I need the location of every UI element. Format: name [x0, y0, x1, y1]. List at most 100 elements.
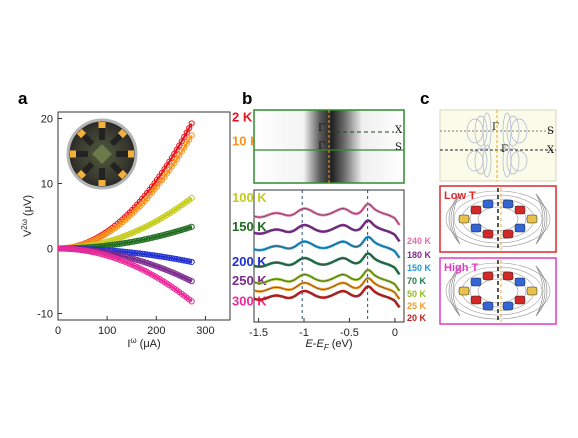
panel-b-letter: b [242, 89, 252, 108]
panel-a-xtick-label: 0 [55, 325, 61, 337]
panel-a-xtick-label: 100 [98, 325, 116, 337]
fs-contour [474, 147, 488, 175]
arpes-x-label: X [395, 125, 403, 136]
data-point [188, 132, 195, 139]
outer-contour [450, 265, 461, 317]
outer-contour [452, 193, 461, 245]
contact-gold [117, 128, 128, 139]
fs-top-frame [439, 109, 557, 182]
data-point [188, 194, 195, 202]
contact-gold [70, 150, 76, 158]
outer-contour [450, 193, 461, 245]
outer-contour [535, 265, 548, 317]
panel-a-ylabel: V2ω (μV) [20, 195, 34, 237]
xlabel-unit: (eV) [329, 338, 353, 350]
series-label: 2 K [232, 109, 253, 124]
edc-fit [253, 253, 400, 275]
series-label: 150 K [232, 219, 267, 234]
edc-fit [253, 236, 400, 259]
panel-b-xlabel: E-EF (eV) [305, 338, 352, 352]
panel-a-xtick-label: 200 [147, 325, 165, 337]
panel-b-series [253, 202, 401, 309]
edc-series-2 [253, 235, 401, 259]
contact-lead [99, 124, 105, 140]
fs-contour [506, 147, 520, 175]
series-label: 200 K [232, 254, 267, 269]
panel-b-xtick-label: -0.5 [340, 327, 359, 339]
edc-fit [253, 286, 400, 308]
data-point [188, 120, 195, 127]
contact-pad [109, 161, 128, 180]
high-t-label: High T [444, 262, 478, 274]
orbital-lobe [470, 205, 482, 215]
orbital-lobe [514, 295, 526, 305]
panel-a-series-6 [58, 245, 195, 305]
orbital-lobe [470, 277, 482, 287]
device-sample [92, 144, 112, 164]
panel-a-ytick-label: 10 [41, 179, 53, 191]
series-label: 300 K [232, 293, 267, 308]
outer-contour [452, 265, 461, 317]
xlabel-e2: E [316, 338, 324, 350]
fs-contour [466, 118, 484, 144]
fs-top-x: X [547, 145, 555, 156]
edc-fit [253, 220, 400, 242]
orbital-lobe [502, 199, 514, 209]
orbital-lobe [458, 214, 470, 224]
orbital-lobe [526, 214, 538, 224]
edc-label: 25 K [407, 301, 427, 311]
series-label: 100 K [232, 190, 267, 205]
panel-b-xtick-label: -1 [299, 327, 309, 339]
edc-series-5 [253, 276, 401, 300]
panel-a-ytick-label: -10 [37, 309, 53, 321]
contact-pad [98, 168, 106, 186]
contact-gold [117, 169, 128, 180]
contact-gold [98, 180, 106, 186]
low-t-orbitals [445, 188, 551, 250]
high-t-orbitals [445, 260, 551, 322]
panel-b-ticks: -1.5 -1 -0.5 0 [249, 318, 398, 339]
panel-c-letter: c [420, 89, 429, 108]
panel-b-guides [301, 190, 369, 322]
low-t-label: Low T [444, 190, 476, 202]
panel-a-ylabel-text: V2ω (μV) [20, 195, 34, 237]
panel-a-series [58, 120, 195, 305]
contact-gold [98, 122, 106, 128]
ylabel-sup: 2ω [20, 219, 29, 230]
panel-b-xtick-label: 0 [392, 327, 398, 339]
edc-series-6 [253, 285, 401, 309]
edc-fit [253, 203, 400, 226]
series-label: 10 K [232, 133, 260, 148]
contact-gold [76, 128, 87, 139]
orbital-lobe [482, 271, 494, 281]
orbital-lobe [482, 301, 494, 311]
contact-gold [76, 169, 87, 180]
fermi-surface-top: Γ Γ X S [439, 109, 557, 182]
contact-gold [128, 150, 134, 158]
contact-pad [98, 122, 106, 140]
ylabel-base: V [22, 229, 34, 237]
fs-top-s: S [547, 126, 554, 137]
orbital-lobe [502, 301, 514, 311]
outer-contour [535, 193, 544, 245]
data-point [183, 129, 190, 136]
orbital-lobe [482, 229, 494, 239]
edc-series-4 [253, 268, 401, 292]
panel-b-frame [253, 189, 405, 323]
xlabel-base: I [127, 338, 130, 350]
outer-contour [535, 265, 546, 317]
outer-contour [535, 265, 544, 317]
orbital-lobe [502, 229, 514, 239]
fs-top-gamma: Γ [492, 122, 499, 133]
contact-lead [99, 168, 105, 184]
outer-contour [448, 265, 461, 317]
edc-label: 50 K [407, 289, 427, 299]
contact-pad [116, 150, 134, 158]
outer-contour [535, 193, 546, 245]
orbital-lobe [514, 223, 526, 233]
panel-a-ytick-label: 20 [41, 114, 53, 126]
